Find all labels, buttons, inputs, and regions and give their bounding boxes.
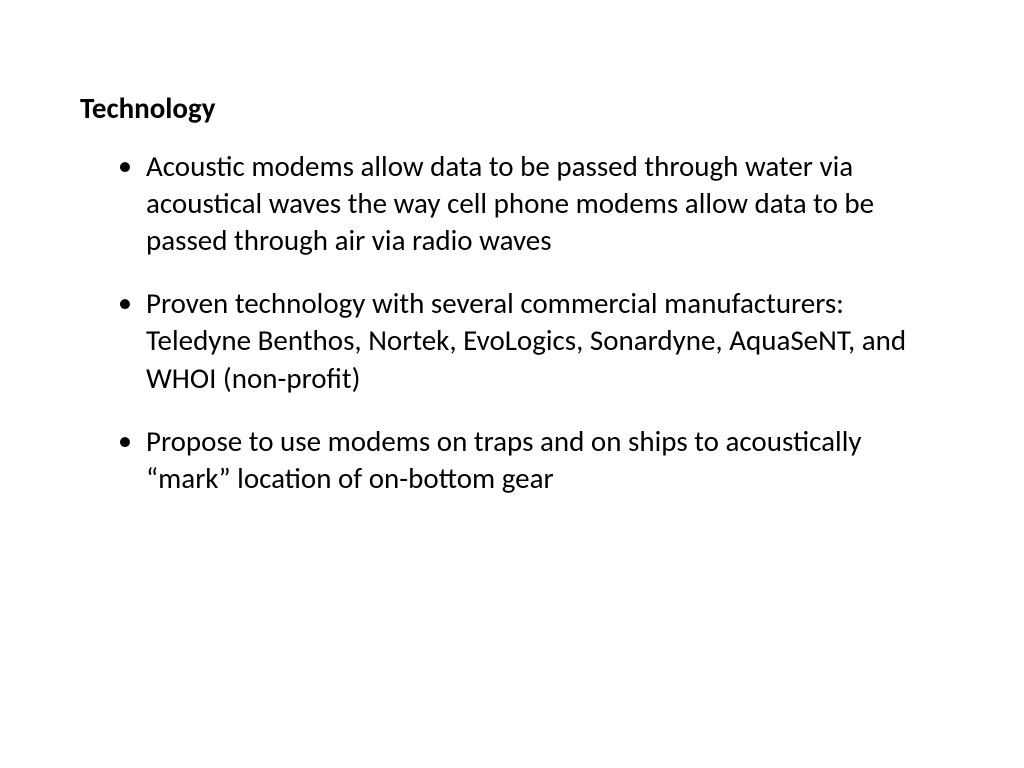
bullet-list: Acoustic modems allow data to be passed …	[80, 148, 944, 497]
slide-heading: Technology	[80, 90, 944, 126]
bullet-item: Acoustic modems allow data to be passed …	[118, 148, 944, 259]
bullet-item: Propose to use modems on traps and on sh…	[118, 423, 944, 497]
bullet-item: Proven technology with several commercia…	[118, 285, 944, 396]
